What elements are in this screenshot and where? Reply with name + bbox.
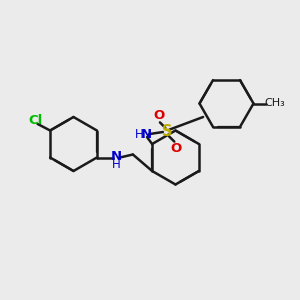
Text: H: H <box>112 158 121 171</box>
Text: N: N <box>141 128 152 141</box>
Text: N: N <box>111 150 122 163</box>
Text: S: S <box>162 124 172 140</box>
Text: O: O <box>170 142 181 155</box>
Text: CH₃: CH₃ <box>265 98 286 109</box>
Text: H: H <box>134 128 143 141</box>
Text: Cl: Cl <box>28 114 42 127</box>
Text: O: O <box>153 109 164 122</box>
